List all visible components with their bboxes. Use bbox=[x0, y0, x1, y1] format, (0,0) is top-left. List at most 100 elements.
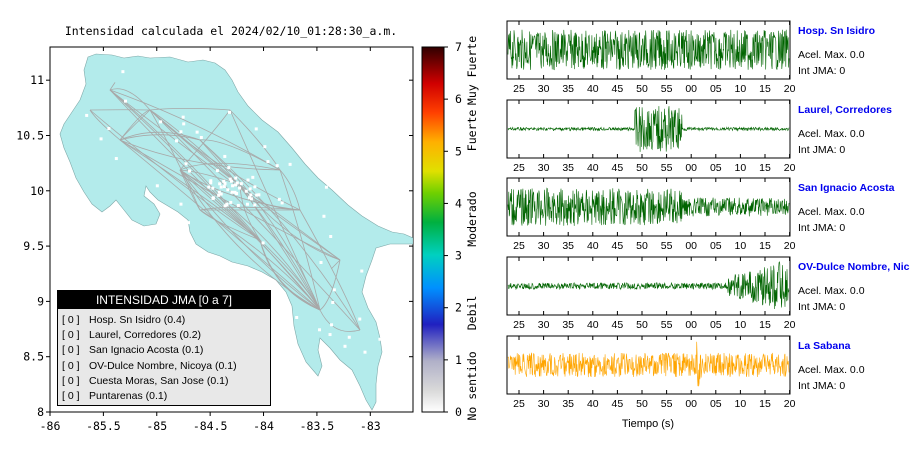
road bbox=[119, 139, 281, 171]
map-y-tick-label: 8.5 bbox=[23, 350, 44, 364]
waveform-tick-label: 20 bbox=[784, 319, 796, 331]
station-marker bbox=[184, 162, 188, 166]
colorbar-tick-label: 1 bbox=[455, 353, 462, 367]
road bbox=[109, 82, 116, 91]
road bbox=[199, 139, 281, 171]
map-x-tick-label: -86 bbox=[40, 419, 61, 433]
station-marker bbox=[228, 177, 232, 181]
waveform-panel: 25 30 35 40 45 50 55 00 05 10 15 20 San Ignacio Acos… bbox=[506, 177, 895, 252]
station-marker bbox=[230, 190, 234, 194]
waveform-tick-label: 50 bbox=[636, 162, 648, 174]
road bbox=[299, 209, 361, 331]
waveform-tick-label: 30 bbox=[538, 319, 550, 331]
road bbox=[179, 162, 281, 171]
road bbox=[149, 109, 241, 186]
waveform-tick-label: 30 bbox=[538, 240, 550, 252]
legend-item-label: OV-Dulce Nombre, Nicoya (0.1) bbox=[89, 359, 237, 372]
wave-xlabel: Tiempo (s) bbox=[622, 418, 674, 430]
station-marker bbox=[266, 160, 270, 164]
station-marker bbox=[155, 184, 159, 188]
colorbar-tick-label: 7 bbox=[455, 40, 462, 54]
station-marker bbox=[328, 333, 332, 337]
station-int: Int JMA: 0 bbox=[798, 65, 845, 77]
station-marker bbox=[254, 127, 258, 131]
colorbar-category-label: Muy Fuerte bbox=[465, 36, 479, 105]
station-marker bbox=[107, 127, 111, 131]
legend-item-label: San Ignacio Acosta (0.1) bbox=[89, 344, 204, 357]
station-marker bbox=[219, 192, 223, 196]
road bbox=[239, 184, 261, 241]
legend-item: [ 0 ] Cuesta Moras, San Jose (0.1) bbox=[58, 374, 270, 389]
station-marker bbox=[253, 203, 257, 207]
waveform-tick-label: 35 bbox=[562, 83, 574, 95]
station-marker bbox=[222, 185, 226, 189]
station-marker bbox=[239, 182, 243, 186]
station-markers bbox=[85, 70, 382, 354]
station-name: Hosp. Sn Isidro bbox=[798, 25, 875, 37]
map-y-tick-label: 10.5 bbox=[16, 128, 44, 142]
station-marker bbox=[209, 181, 213, 185]
station-acel: Acel. Max. 0.0 bbox=[798, 364, 865, 376]
waveform-tick-label: 55 bbox=[661, 240, 673, 252]
legend-item-code: [ 0 ] bbox=[62, 329, 80, 342]
waveform-tick-label: 05 bbox=[710, 319, 722, 331]
map-x-tick-label: -83 bbox=[360, 419, 381, 433]
station-marker bbox=[226, 188, 230, 192]
station-marker bbox=[223, 204, 227, 208]
map-x-tick-label: -83.5 bbox=[300, 419, 335, 433]
station-marker bbox=[319, 260, 323, 264]
legend-header: INTENSIDAD JMA [0 a 7] bbox=[58, 291, 270, 309]
station-marker bbox=[280, 201, 284, 205]
station-marker bbox=[179, 202, 183, 206]
waveform-tick-label: 35 bbox=[562, 240, 574, 252]
station-marker bbox=[199, 135, 203, 139]
road bbox=[179, 169, 241, 186]
waveform-tick-label: 10 bbox=[735, 398, 747, 410]
colorbar-tick-label: 4 bbox=[455, 196, 462, 210]
station-acel: Acel. Max. 0.0 bbox=[798, 49, 865, 61]
road bbox=[149, 109, 361, 331]
waveform-trace bbox=[507, 29, 790, 71]
legend-item-label: Laurel, Corredores (0.2) bbox=[89, 329, 202, 342]
station-marker bbox=[182, 122, 186, 126]
station-marker bbox=[227, 166, 231, 170]
waveform-tick-label: 45 bbox=[612, 162, 624, 174]
waveform-tick-label: 00 bbox=[685, 398, 697, 410]
waveform-tick-label: 10 bbox=[735, 162, 747, 174]
road bbox=[109, 88, 151, 111]
road bbox=[149, 107, 231, 111]
colorbar-tick-label: 0 bbox=[455, 405, 462, 419]
costa-rica-landmass bbox=[59, 53, 413, 411]
waveform-tick-label: 00 bbox=[685, 83, 697, 95]
map-y-tick-label: 8 bbox=[37, 405, 44, 419]
waveform-panel: 25 30 35 40 45 50 55 00 05 10 15 20 La Sabana Acel. M… bbox=[506, 335, 865, 410]
intensity-legend: INTENSIDAD JMA [0 a 7] [ 0 ] Hosp. Sn Isi… bbox=[57, 290, 271, 406]
road bbox=[179, 169, 321, 311]
legend-item-label: Cuesta Moras, San Jose (0.1) bbox=[89, 374, 229, 387]
station-marker bbox=[343, 344, 347, 348]
station-marker bbox=[229, 179, 233, 183]
station-marker bbox=[261, 241, 265, 245]
road bbox=[109, 89, 261, 241]
waveform-tick-label: 05 bbox=[710, 162, 722, 174]
colorbar-category-label: Fuerte bbox=[465, 110, 479, 152]
legend-item-code: [ 0 ] bbox=[62, 374, 80, 387]
road bbox=[319, 259, 341, 311]
station-marker bbox=[159, 120, 163, 124]
station-marker bbox=[236, 203, 240, 207]
station-acel: Acel. Max. 0.0 bbox=[798, 206, 865, 218]
road bbox=[119, 139, 261, 241]
waveform-tick-label: 25 bbox=[513, 83, 525, 95]
waveform-tick-label: 15 bbox=[759, 240, 771, 252]
waveform-trace bbox=[507, 261, 790, 310]
road bbox=[199, 209, 261, 241]
station-marker bbox=[219, 185, 223, 189]
map-y-axis: 8 8.5 9 9.5 10 10.5 11 bbox=[16, 73, 413, 419]
waveform-tick-label: 40 bbox=[587, 319, 599, 331]
station-marker bbox=[288, 162, 292, 166]
station-marker bbox=[358, 317, 362, 321]
waveform-tick-label: 20 bbox=[784, 240, 796, 252]
station-marker bbox=[277, 197, 281, 201]
station-marker bbox=[188, 169, 192, 173]
